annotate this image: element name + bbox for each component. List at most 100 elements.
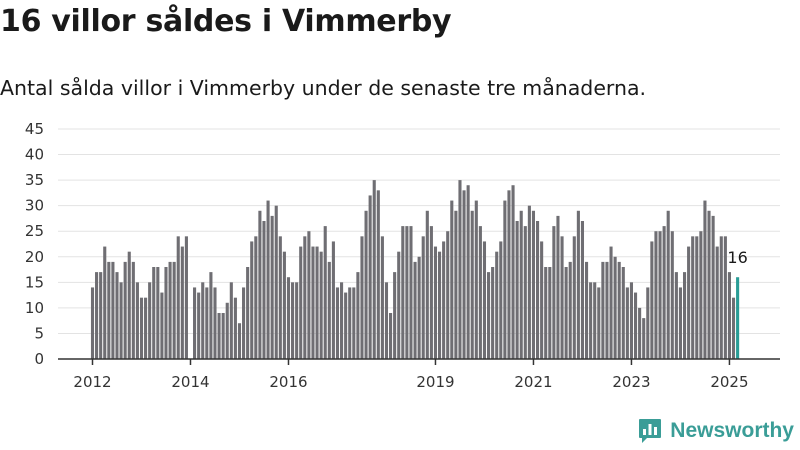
bar [552,226,556,359]
bar [495,251,499,359]
bar [389,313,393,359]
bar [135,282,139,359]
data-labels: 16 [727,248,747,267]
bar [519,210,523,359]
bar [691,236,695,359]
bar [250,241,254,359]
bar [682,272,687,359]
bar [246,267,250,359]
bar [148,282,152,359]
bar [629,282,634,359]
bar [523,226,527,359]
bar [352,287,356,359]
bar [384,282,389,359]
bar [474,200,478,359]
bar [417,256,421,359]
bar [470,210,474,359]
bar [633,292,638,359]
bar [237,323,242,359]
bar [291,282,295,359]
bar [715,246,719,359]
bar [442,241,446,359]
bar [654,231,658,359]
bar [401,226,405,359]
bar [699,231,703,359]
bar [658,231,662,359]
bar [323,226,327,359]
bar [201,282,205,359]
bar [152,267,156,359]
bar [164,267,168,359]
bar [454,210,458,359]
bar [703,200,707,359]
bar [568,261,572,359]
bar [205,287,209,359]
bar [642,318,646,359]
bar [491,267,495,359]
bar [560,236,564,359]
bar [487,272,491,359]
bar [123,261,127,359]
y-tick-label: 25 [25,222,44,240]
bar [262,221,266,359]
bar [348,287,352,359]
bar [503,200,507,359]
bar [711,215,715,359]
bar [368,195,372,359]
bar [678,287,682,359]
bar [335,287,340,359]
bar [731,297,736,359]
bar [650,241,654,359]
bar [180,246,184,359]
x-tick-label: 2016 [269,373,307,391]
bar [601,261,605,359]
y-tick-label: 35 [25,171,44,189]
bar [156,267,160,359]
brand-logo: Newsworthy [638,418,794,444]
x-tick-label: 2025 [710,373,748,391]
bar [515,221,519,359]
bar [605,261,609,359]
bar [393,272,397,359]
bar [450,200,454,359]
bar [303,236,307,359]
bar [397,251,401,359]
bar [564,267,568,359]
bar [184,236,188,359]
bar [229,282,233,359]
bar [299,246,303,359]
bar [144,297,148,359]
bar [90,287,95,359]
y-tick-label: 40 [25,146,44,164]
bar [172,261,176,359]
bar [119,282,123,359]
x-tick-label: 2012 [73,373,111,391]
last-value-label: 16 [727,248,747,267]
y-tick-label: 0 [34,350,44,368]
bar [319,251,323,359]
bar [576,210,580,359]
bar [429,226,433,359]
bar [609,246,613,359]
bar [544,267,548,359]
y-tick-label: 10 [25,299,44,317]
bar [556,215,560,359]
x-tick-label: 2014 [171,373,209,391]
bar [707,210,711,359]
bar [372,180,376,359]
bar [225,302,229,359]
y-tick-label: 45 [25,120,44,138]
bar [646,287,650,359]
bar [446,231,450,359]
bar [593,282,597,359]
bar [662,226,666,359]
bar [536,221,540,359]
bar [311,246,315,359]
bar [356,272,360,359]
x-tick-label: 2021 [514,373,552,391]
newsworthy-logo-icon [639,419,662,443]
bar [266,200,270,359]
bar [270,215,274,359]
x-axis-ticks: 2012 2014 2016 2019 2021 2023 2025 [73,359,749,391]
y-tick-label: 30 [25,197,44,215]
